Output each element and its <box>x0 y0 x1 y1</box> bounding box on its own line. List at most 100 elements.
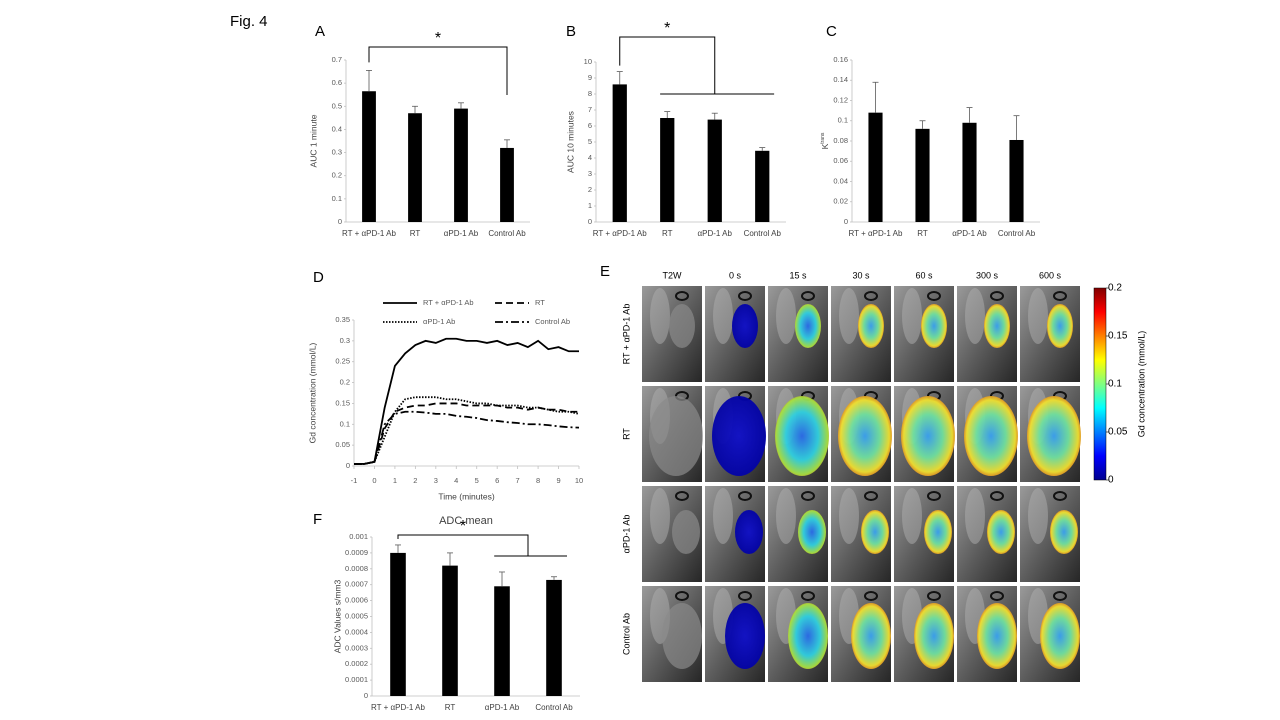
colorbar-tick-label: 0.1 <box>1108 379 1122 390</box>
x-tick-label: RT + αPD-1 Ab <box>593 229 647 238</box>
anatomy-ring <box>864 591 878 601</box>
tumor-overlay <box>1047 304 1073 348</box>
legend-label: RT <box>535 298 545 307</box>
column-header: 600 s <box>1039 270 1062 280</box>
panel-label: A <box>315 23 325 40</box>
significance-label: * <box>460 518 466 535</box>
anatomy-ring <box>927 491 941 501</box>
x-tick-label: 3 <box>434 476 438 485</box>
y-tick-label: 0 <box>338 217 342 226</box>
colorbar-label: Gd concentration (mmol/L) <box>1136 331 1146 438</box>
colorbar-tick-label: 0 <box>1108 475 1114 486</box>
tumor-overlay <box>725 603 765 669</box>
tumor-overlay <box>798 510 826 554</box>
anatomy <box>1028 288 1048 344</box>
column-header: 300 s <box>976 270 999 280</box>
column-header: 15 s <box>789 270 807 280</box>
bar <box>612 84 627 223</box>
y-tick-label: 10 <box>584 57 592 66</box>
y-tick-label: 0.02 <box>833 197 848 206</box>
series-line <box>354 337 579 465</box>
row-label: Control Ab <box>621 613 631 655</box>
y-tick-label: 5 <box>588 137 592 146</box>
bar <box>707 119 722 222</box>
tumor-overlay <box>851 603 891 669</box>
panel-label: D <box>313 269 324 286</box>
y-tick-label: 8 <box>588 89 592 98</box>
x-tick-label: 0 <box>372 476 376 485</box>
x-tick-label: RT + αPD-1 Ab <box>849 229 903 238</box>
bar <box>915 128 930 222</box>
y-tick-label: 0.0004 <box>345 627 368 636</box>
anatomy <box>650 488 670 544</box>
bar <box>442 565 458 696</box>
y-axis-label: ADC Values s/mm3 <box>332 579 342 653</box>
y-tick-label: 0.3 <box>340 336 350 345</box>
y-tick-label: 0.4 <box>332 124 342 133</box>
y-axis-label: Ktrans <box>820 132 830 149</box>
tumor-overlay <box>858 304 884 348</box>
x-tick-label: Control Ab <box>998 229 1036 238</box>
significance-label: * <box>435 30 441 47</box>
tumor-overlay <box>964 396 1018 476</box>
y-tick-label: 0.35 <box>335 315 350 324</box>
anatomy <box>839 488 859 544</box>
tumor <box>662 603 702 669</box>
x-tick-label: Control Ab <box>744 229 782 238</box>
column-header: T2W <box>663 270 683 280</box>
bar <box>546 579 562 696</box>
anatomy-ring <box>1053 491 1067 501</box>
anatomy-ring <box>675 291 689 301</box>
tumor-overlay <box>775 396 829 476</box>
y-tick-label: 0 <box>346 461 350 470</box>
tumor-overlay <box>732 304 758 348</box>
y-axis-label-main: K <box>820 143 830 149</box>
anatomy-ring <box>801 491 815 501</box>
anatomy <box>1028 488 1048 544</box>
x-tick-label: αPD-1 Ab <box>698 229 733 238</box>
tumor <box>669 304 695 348</box>
bar <box>1009 139 1024 222</box>
y-tick-label: 0.0006 <box>345 596 368 605</box>
panel-label: C <box>826 23 837 40</box>
y-tick-label: 0.0005 <box>345 611 368 620</box>
y-axis-label: AUC 10 minutes <box>565 111 575 173</box>
anatomy <box>902 288 922 344</box>
anatomy-ring <box>864 491 878 501</box>
anatomy-ring <box>990 591 1004 601</box>
y-tick-label: 0.15 <box>335 398 350 407</box>
y-tick-label: 0 <box>844 217 848 226</box>
bar <box>962 122 977 222</box>
colorbar-tick-label: 0.15 <box>1108 331 1128 342</box>
tumor-overlay <box>987 510 1015 554</box>
x-tick-label: RT + αPD-1 Ab <box>342 229 396 238</box>
column-header: 30 s <box>852 270 870 280</box>
x-tick-label: αPD-1 Ab <box>485 703 520 712</box>
anatomy <box>650 288 670 344</box>
tumor-overlay <box>901 396 955 476</box>
panel-label: E <box>600 263 610 280</box>
y-tick-label: 9 <box>588 73 592 82</box>
column-header: 0 s <box>729 270 742 280</box>
y-tick-label: 0 <box>588 217 592 226</box>
tumor <box>672 510 700 554</box>
tumor-overlay <box>788 603 828 669</box>
anatomy <box>713 488 733 544</box>
anatomy-ring <box>927 291 941 301</box>
significance-bracket <box>619 36 716 94</box>
legend-label: Control Ab <box>535 317 570 326</box>
x-tick-label: 9 <box>556 476 560 485</box>
y-tick-label: 0.12 <box>833 95 848 104</box>
anatomy <box>776 288 796 344</box>
y-tick-label: 0.0001 <box>345 675 368 684</box>
tumor-overlay <box>735 510 763 554</box>
panel-label: B <box>566 23 576 40</box>
bar <box>494 586 510 696</box>
significance-label: * <box>664 20 670 37</box>
tumor-overlay <box>712 396 766 476</box>
y-tick-label: 0.05 <box>335 440 350 449</box>
anatomy <box>965 288 985 344</box>
significance-bracket <box>397 534 529 556</box>
y-tick-label: 0.3 <box>332 148 342 157</box>
tumor <box>649 396 703 476</box>
